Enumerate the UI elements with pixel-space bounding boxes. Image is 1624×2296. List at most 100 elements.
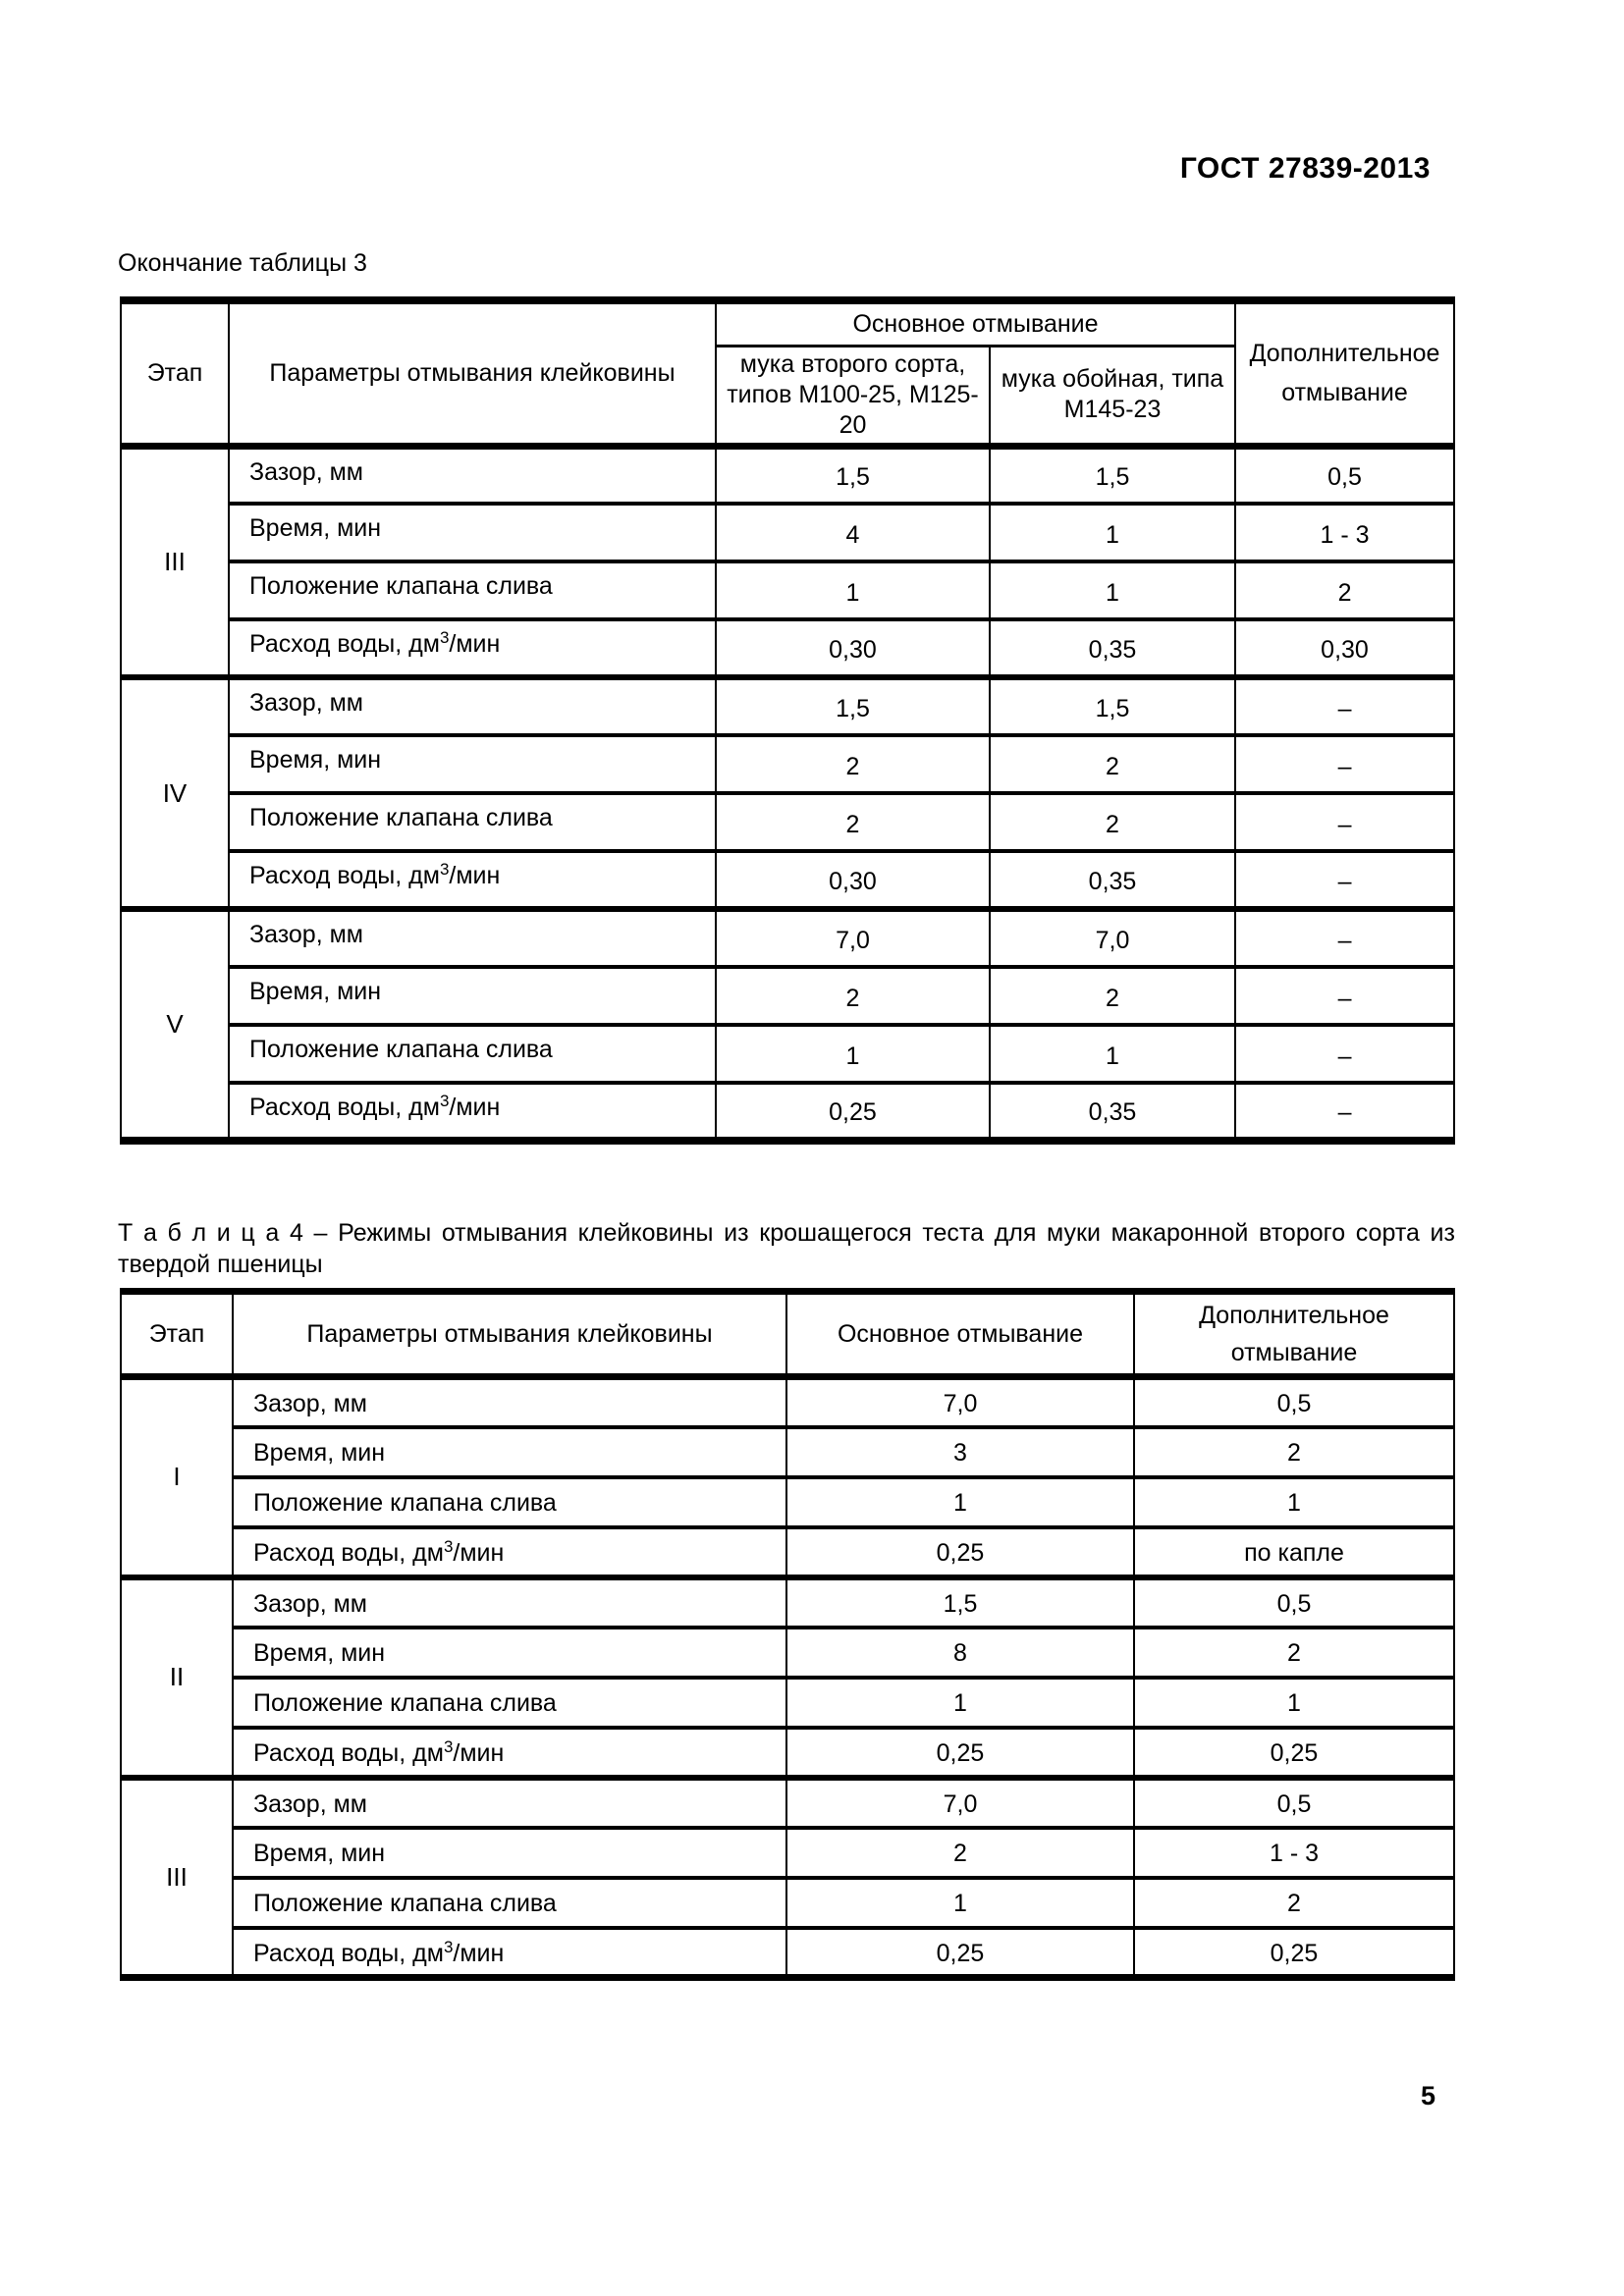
value-cell: 1 <box>988 1024 1237 1085</box>
value-cell: по капле <box>1133 1525 1455 1580</box>
value-cell: 0,35 <box>988 618 1237 680</box>
table3: Этап Параметры отмывания клейковины Осно… <box>120 296 1456 1145</box>
param-cell: Положение клапана слива <box>232 1876 787 1930</box>
value-cell: 1 <box>1133 1676 1455 1730</box>
table4-caption: Т а б л и ц а 4 – Режимы отмывания клейк… <box>118 1219 1455 1278</box>
param-cell: Время, мин <box>228 734 717 795</box>
table-header-row: Этап Параметры отмывания клейковины Осно… <box>120 1290 1455 1380</box>
table-row: Положение клапана слива 2 2 – <box>121 792 1456 853</box>
value-cell: 0,35 <box>988 1082 1237 1144</box>
param-cell: Расход воды, дм3/мин <box>228 850 717 912</box>
stage-cell: I <box>120 1375 234 1580</box>
value-cell: 1 <box>1133 1475 1455 1529</box>
value-cell: 0,5 <box>1234 445 1456 506</box>
table-row: Расход воды, дм3/мин 0,30 0,35 – <box>121 850 1456 912</box>
value-cell: 1,5 <box>988 676 1237 737</box>
param-label: Положение клапана слива <box>253 1688 557 1717</box>
param-label: Зазор, мм <box>249 457 363 486</box>
value-cell: 0,25 <box>715 1082 991 1144</box>
param-label: Расход воды, дм <box>253 1939 444 1967</box>
param-label: Зазор, мм <box>249 921 363 948</box>
param-label: Расход воды, дм <box>249 862 440 889</box>
value-cell: 2 <box>715 734 991 795</box>
param-label: Положение клапана слива <box>253 1889 557 1917</box>
value-cell: 0,5 <box>1133 1375 1455 1429</box>
table4: Этап Параметры отмывания клейковины Осно… <box>120 1288 1455 1981</box>
table-row: Время, мин 2 2 – <box>121 734 1456 795</box>
param-cell: Положение клапана слива <box>232 1475 787 1529</box>
value-cell: 1 <box>715 561 991 621</box>
param-superscript: 3 <box>439 860 450 879</box>
value-cell: 1 - 3 <box>1234 503 1456 563</box>
table-row: Расход воды, дм3/мин 0,25 0,25 <box>121 1926 1455 1981</box>
param-label: Зазор, мм <box>253 1789 367 1818</box>
value-cell: 2 <box>1133 1876 1455 1930</box>
param-label: Расход воды, дм <box>249 1094 440 1121</box>
table-row: Положение клапана слива 1 1 2 <box>121 561 1456 621</box>
value-cell: 2 <box>1133 1626 1455 1680</box>
param-cell: Зазор, мм <box>232 1375 787 1429</box>
value-cell: – <box>1234 966 1456 1027</box>
param-cell: Зазор, мм <box>228 445 717 506</box>
header-cell-extra-wash: Дополнительное отмывание <box>1234 299 1456 450</box>
table-row: Положение клапана слива 1 1 <box>121 1475 1455 1529</box>
table-row: Положение клапана слива 1 2 <box>121 1876 1455 1930</box>
value-cell: 3 <box>785 1425 1135 1479</box>
value-cell: 1,5 <box>715 676 991 737</box>
param-cell: Положение клапана слива <box>232 1676 787 1730</box>
param-cell: Зазор, мм <box>228 676 717 737</box>
table-header-row: Этап Параметры отмывания клейковины Осно… <box>120 299 1456 450</box>
header-cell-main-wash: Основное отмывание <box>785 1290 1135 1380</box>
value-cell: 1,5 <box>715 445 991 506</box>
value-cell: 7,0 <box>988 908 1237 969</box>
param-cell: Расход воды, дм3/мин <box>232 1926 787 1981</box>
table-row: IV Зазор, мм 1,5 1,5 – <box>120 676 1456 912</box>
value-cell: 0,30 <box>715 618 991 680</box>
stage-cell: II <box>120 1575 234 1781</box>
value-cell: 1 <box>988 503 1237 563</box>
param-label: Положение клапана слива <box>249 572 553 600</box>
param-label: Время, мин <box>253 1438 386 1467</box>
header-cell-stage: Этап <box>120 299 230 450</box>
value-cell: 2 <box>785 1826 1135 1880</box>
value-cell: 0,25 <box>785 1525 1135 1580</box>
value-cell: 1 <box>988 561 1237 621</box>
table-row: Расход воды, дм3/мин 0,25 0,25 <box>121 1726 1455 1781</box>
value-cell: 0,25 <box>1133 1726 1455 1781</box>
value-cell: 2 <box>715 966 991 1027</box>
value-cell: 0,25 <box>785 1926 1135 1981</box>
param-label: Положение клапана слива <box>253 1488 557 1517</box>
value-cell: 0,35 <box>988 850 1237 912</box>
value-cell: 7,0 <box>715 908 991 969</box>
param-label: Расход воды, дм <box>249 630 440 658</box>
param-cell: Расход воды, дм3/мин <box>232 1525 787 1580</box>
param-cell: Время, мин <box>232 1826 787 1880</box>
param-cell: Время, мин <box>228 503 717 563</box>
value-cell: 2 <box>988 792 1237 853</box>
header-cell-extra-wash: Дополнительное отмывание <box>1133 1290 1455 1380</box>
table-row: Расход воды, дм3/мин 0,25 по капле <box>121 1525 1455 1580</box>
header-cell-flour-wholemeal: мука обойная, типа М145-23 <box>988 345 1237 450</box>
param-cell: Время, мин <box>228 966 717 1027</box>
param-cell: Расход воды, дм3/мин <box>232 1726 787 1781</box>
value-cell: – <box>1234 850 1456 912</box>
table-row: Время, мин 8 2 <box>121 1626 1455 1680</box>
value-cell: – <box>1234 734 1456 795</box>
table3-header: Этап Параметры отмывания клейковины Осно… <box>120 299 1456 450</box>
table-row: Положение клапана слива 1 1 – <box>121 1024 1456 1085</box>
value-cell: 2 <box>1133 1425 1455 1479</box>
param-label: Время, мин <box>253 1839 386 1867</box>
table4-header: Этап Параметры отмывания клейковины Осно… <box>120 1290 1455 1380</box>
param-label: Время, мин <box>249 746 382 774</box>
param-label: Положение клапана слива <box>249 804 553 831</box>
param-cell: Зазор, мм <box>228 908 717 969</box>
param-cell: Зазор, мм <box>232 1575 787 1629</box>
value-cell: 2 <box>988 966 1237 1027</box>
value-cell: 1 <box>785 1676 1135 1730</box>
param-superscript: 3 <box>443 1536 454 1556</box>
header-cell-main-wash: Основное отмывание <box>714 299 1237 347</box>
value-cell: 1,5 <box>785 1575 1135 1629</box>
stage-cell: III <box>120 445 230 680</box>
table-row: Время, мин 3 2 <box>121 1425 1455 1479</box>
param-cell: Время, мин <box>232 1626 787 1680</box>
